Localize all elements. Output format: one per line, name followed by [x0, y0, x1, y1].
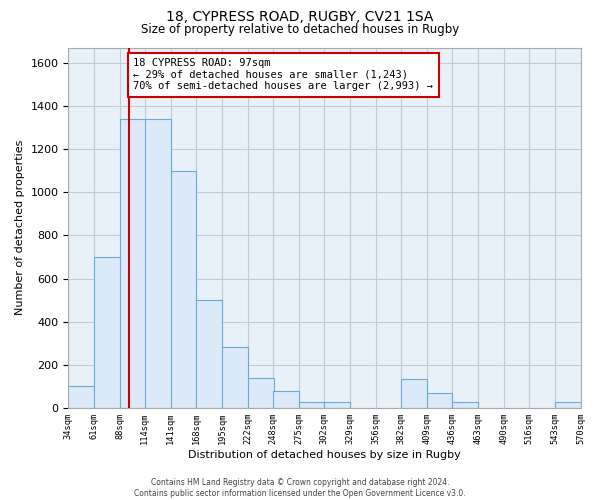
Bar: [452, 402, 478, 408]
Bar: [248, 378, 274, 408]
X-axis label: Distribution of detached houses by size in Rugby: Distribution of detached houses by size …: [188, 450, 461, 460]
Bar: [120, 119, 146, 408]
Bar: [94, 257, 120, 408]
Bar: [273, 391, 299, 408]
Bar: [68, 386, 94, 408]
Bar: [145, 119, 170, 408]
Bar: [555, 402, 581, 408]
Bar: [427, 393, 452, 408]
Bar: [299, 402, 325, 408]
Text: 18, CYPRESS ROAD, RUGBY, CV21 1SA: 18, CYPRESS ROAD, RUGBY, CV21 1SA: [166, 10, 434, 24]
Text: 18 CYPRESS ROAD: 97sqm
← 29% of detached houses are smaller (1,243)
70% of semi-: 18 CYPRESS ROAD: 97sqm ← 29% of detached…: [133, 58, 433, 92]
Text: Contains HM Land Registry data © Crown copyright and database right 2024.
Contai: Contains HM Land Registry data © Crown c…: [134, 478, 466, 498]
Bar: [222, 346, 248, 408]
Text: Size of property relative to detached houses in Rugby: Size of property relative to detached ho…: [141, 22, 459, 36]
Bar: [401, 379, 427, 408]
Bar: [170, 170, 196, 408]
Bar: [196, 300, 222, 408]
Bar: [325, 402, 350, 408]
Y-axis label: Number of detached properties: Number of detached properties: [15, 140, 25, 316]
